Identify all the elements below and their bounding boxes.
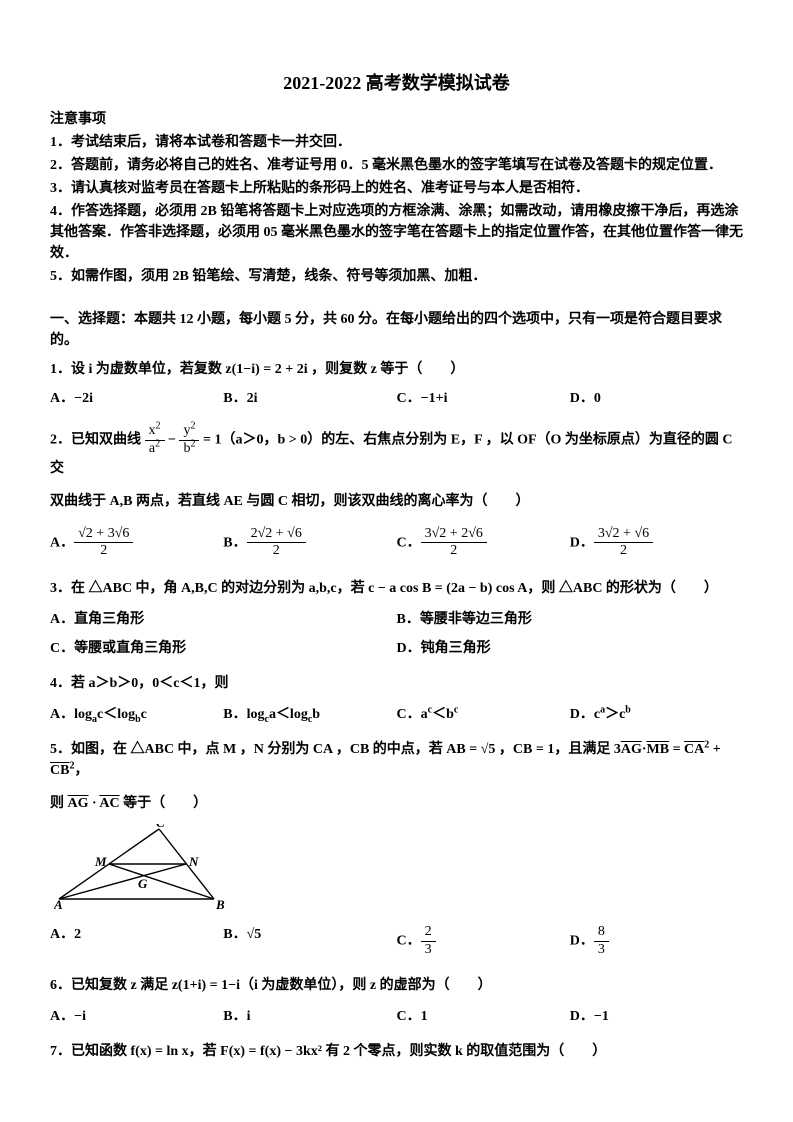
- q5-text-line1: 5．如图，在 △ABC 中，点 M ，N 分别为 CA ，CB 的中点，若 AB…: [50, 739, 743, 781]
- q2c-pre: C．: [397, 535, 421, 550]
- q2-text-a: 2．已知双曲线: [50, 433, 145, 448]
- svg-text:C: C: [156, 824, 165, 830]
- q5-ta: 5．如图，在 △ABC 中，点 M ，N 分别为 CA ，CB 的中点，若 AB…: [50, 742, 621, 757]
- q5-te: ，: [74, 763, 88, 778]
- q3-opt-c: C．等腰或直角三角形: [50, 638, 397, 659]
- svg-text:A: A: [54, 897, 63, 909]
- q4-opt-a: A．logac＜logbc: [50, 704, 223, 725]
- q3-opt-b: B．等腰非等边三角形: [397, 609, 744, 630]
- page-title: 2021-2022 高考数学模拟试卷: [50, 70, 743, 97]
- q2-options: A．√2 + 3√62 B．2√2 + √62 C．3√2 + 2√62 D．3…: [50, 526, 743, 561]
- q6-text: 6．已知复数 z 满足 z(1+i) = 1−i（i 为虚数单位），则 z 的虚…: [50, 975, 743, 996]
- q1-text: 1．设 i 为虚数单位，若复数 z(1−i) = 2 + 2i ，则复数 z 等…: [50, 359, 743, 380]
- q4-options: A．logac＜logbc B．logca＜logcb C．ac＜bc D．ca…: [50, 704, 743, 725]
- q5-v3: CA: [684, 742, 704, 757]
- q2-frac1: x2a2: [145, 423, 165, 458]
- q1-opt-d: D．0: [570, 388, 743, 409]
- section-header: 一、选择题：本题共 12 小题，每小题 5 分，共 60 分。在每小题给出的四个…: [50, 309, 743, 351]
- q4-text: 4．若 a＞b＞0，0＜c＜1，则: [50, 673, 743, 694]
- notice-item-1: 1．考试结束后，请将本试卷和答题卡一并交回．: [50, 132, 743, 153]
- svg-text:B: B: [215, 897, 225, 909]
- notice-item-2: 2．答题前，请务必将自己的姓名、准考证号用 0．5 毫米黑色墨水的签字笔填写在试…: [50, 155, 743, 176]
- q5d-n: 8: [594, 924, 609, 942]
- q2d-num: 3√2 + √6: [594, 526, 653, 544]
- q3-options-row2: C．等腰或直角三角形 D．钝角三角形: [50, 638, 743, 659]
- notice-header: 注意事项: [50, 109, 743, 130]
- q5c-pre: C．: [397, 934, 421, 949]
- q5-opt-d: D．83: [570, 924, 743, 959]
- q5-tf: 则: [50, 796, 68, 811]
- q6-opt-a: A．−i: [50, 1006, 223, 1027]
- q5-opt-a: A．2: [50, 924, 223, 959]
- q5-v5: AG: [68, 796, 89, 811]
- q7-text: 7．已知函数 f(x) = ln x，若 F(x) = f(x) − 3kx² …: [50, 1041, 743, 1062]
- q5d-d: 3: [594, 942, 609, 959]
- q1-opt-b: B．2i: [223, 388, 396, 409]
- q6-opt-b: B．i: [223, 1006, 396, 1027]
- svg-text:G: G: [138, 876, 148, 891]
- notice-item-5: 5．如需作图，须用 2B 铅笔绘、写清楚，线条、符号等须加黑、加粗．: [50, 266, 743, 287]
- q5-text-line2: 则 AG · AC 等于（ ）: [50, 793, 743, 814]
- q2-minus: −: [168, 433, 179, 448]
- q5-v2: MB: [647, 742, 670, 757]
- q4-opt-b: B．logca＜logcb: [223, 704, 396, 725]
- q3-opt-a: A．直角三角形: [50, 609, 397, 630]
- notice-item-3: 3．请认真核对监考员在答题卡上所粘贴的条形码上的姓名、准考证号与本人是否相符．: [50, 178, 743, 199]
- q5-tg: 等于（ ）: [120, 796, 208, 811]
- q3-opt-d: D．钝角三角形: [397, 638, 744, 659]
- q6-options: A．−i B．i C．1 D．−1: [50, 1006, 743, 1027]
- q2b-pre: B．: [223, 535, 246, 550]
- q5-opt-b: B．√5: [223, 924, 396, 959]
- q2c-num: 3√2 + 2√6: [421, 526, 487, 544]
- q5-tc: =: [669, 742, 684, 757]
- q2d-pre: D．: [570, 535, 594, 550]
- q5c-n: 2: [421, 924, 436, 942]
- q5-options: A．2 B．√5 C．23 D．83: [50, 924, 743, 959]
- q1-options: A．−2i B．2i C．−1+i D．0: [50, 388, 743, 409]
- q5-v4: CB: [50, 763, 69, 778]
- svg-text:N: N: [188, 854, 199, 869]
- q5c-d: 3: [421, 942, 436, 959]
- q5d-pre: D．: [570, 934, 594, 949]
- q2-f1n: x: [149, 423, 156, 438]
- q2a-num: √2 + 3√6: [74, 526, 133, 544]
- q3-options-row1: A．直角三角形 B．等腰非等边三角形: [50, 609, 743, 630]
- q2-opt-b: B．2√2 + √62: [223, 526, 396, 561]
- q1-opt-a: A．−2i: [50, 388, 223, 409]
- q5-diagram: A B C M N G: [54, 824, 743, 916]
- q5b-pre: B．: [223, 927, 246, 942]
- q2-text-line1: 2．已知双曲线 x2a2 − y2b2 = 1（a＞0，b > 0）的左、右焦点…: [50, 423, 743, 479]
- q6-opt-d: D．−1: [570, 1006, 743, 1027]
- q4-opt-c: C．ac＜bc: [397, 704, 570, 725]
- q2b-num: 2√2 + √6: [247, 526, 306, 544]
- q1-opt-c: C．−1+i: [397, 388, 570, 409]
- q2-opt-a: A．√2 + 3√62: [50, 526, 223, 561]
- q2-text-line2: 双曲线于 A,B 两点，若直线 AE 与圆 C 相切，则该双曲线的离心率为（ ）: [50, 491, 743, 512]
- q5b-val: √5: [247, 927, 262, 942]
- q2-opt-c: C．3√2 + 2√62: [397, 526, 570, 561]
- q2d-den: 2: [594, 543, 653, 560]
- q2a-den: 2: [74, 543, 133, 560]
- q2-frac2: y2b2: [179, 423, 199, 458]
- svg-text:M: M: [94, 854, 107, 869]
- q3-text: 3．在 △ABC 中，角 A,B,C 的对边分别为 a,b,c，若 c − a …: [50, 578, 743, 599]
- triangle-diagram: A B C M N G: [54, 824, 229, 909]
- q2c-den: 2: [421, 543, 487, 560]
- q5-v6: AC: [99, 796, 119, 811]
- q2a-pre: A．: [50, 535, 74, 550]
- q4-opt-d: D．ca＞cb: [570, 704, 743, 725]
- q2-opt-d: D．3√2 + √62: [570, 526, 743, 561]
- q5-opt-c: C．23: [397, 924, 570, 959]
- q2b-den: 2: [247, 543, 306, 560]
- q6-opt-c: C．1: [397, 1006, 570, 1027]
- notice-item-4: 4．作答选择题，必须用 2B 铅笔将答题卡上对应选项的方框涂满、涂黑；如需改动，…: [50, 201, 743, 264]
- q5-td: +: [709, 742, 720, 757]
- q5-v1: AG: [621, 742, 642, 757]
